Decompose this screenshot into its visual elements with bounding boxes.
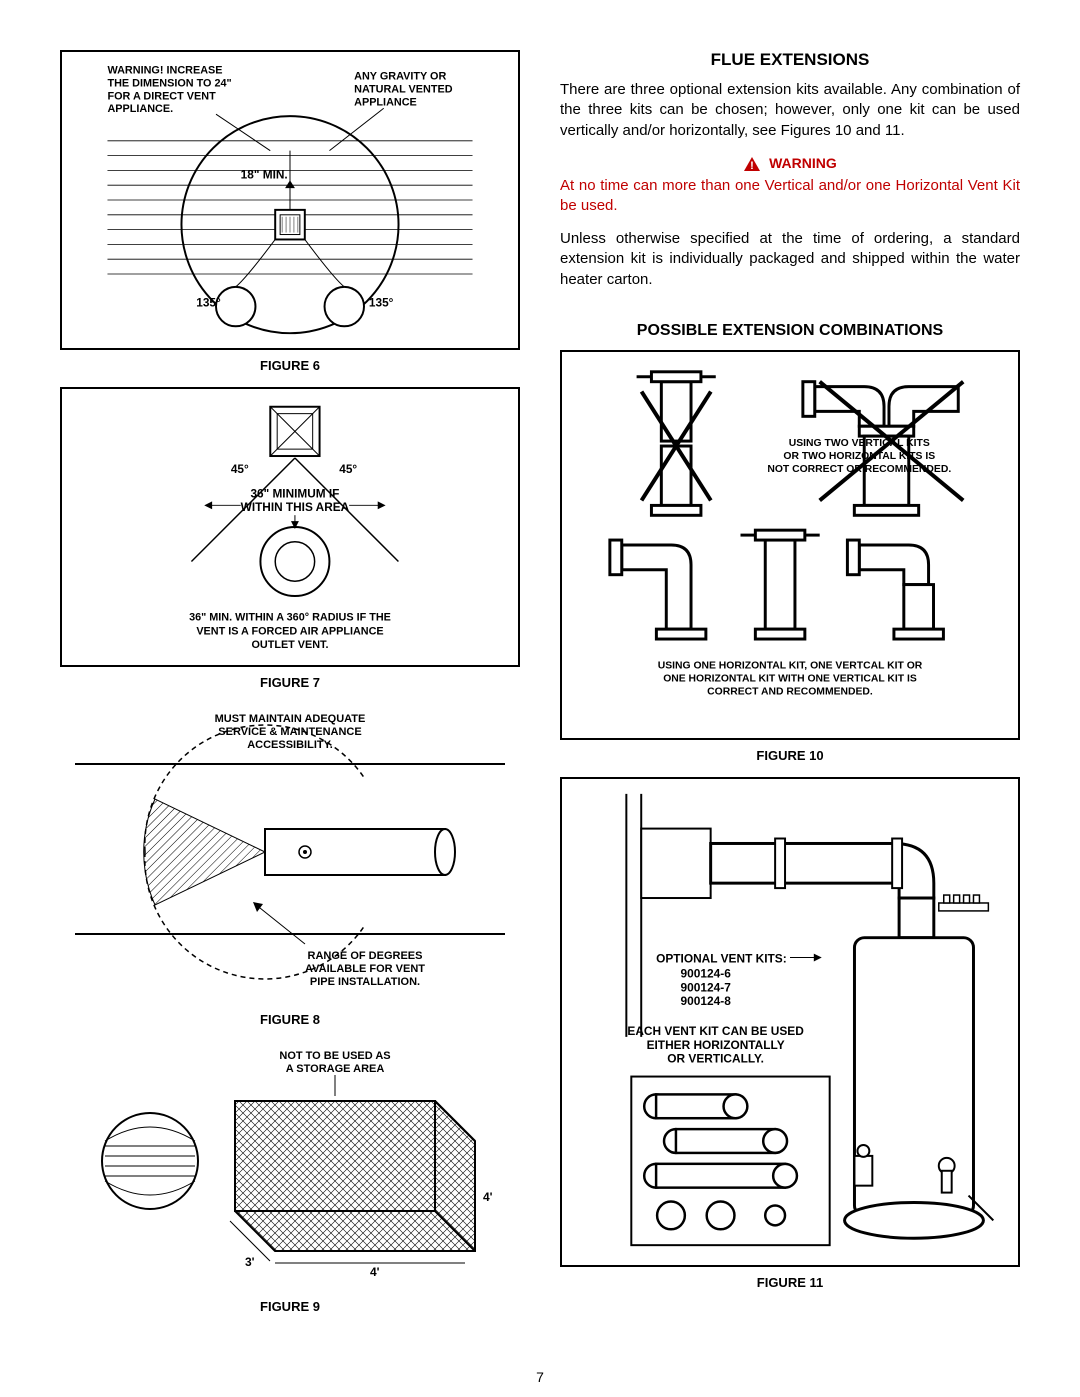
figure-10-caption: FIGURE 10: [560, 748, 1020, 763]
fig10-t2: OR TWO HORIZONTAL KITS IS: [783, 451, 935, 462]
fig6-warn-1: WARNING! INCREASE: [107, 65, 222, 77]
fig9-dl: 3': [245, 1255, 255, 1269]
fig8-t3: ACCESSIBILITY.: [247, 739, 333, 751]
fig10-b2: ONE HORIZONTAL KIT WITH ONE VERTICAL KIT…: [663, 673, 917, 684]
fig11-kits-label: OPTIONAL VENT KITS:: [656, 951, 787, 965]
figure-11-svg: OPTIONAL VENT KITS: 900124-6 900124-7 90…: [562, 779, 1018, 1265]
fig8-b1: RANGE OF DEGREES: [308, 950, 423, 962]
fig10-b3: CORRECT AND RECOMMENDED.: [707, 686, 873, 697]
fig8-t1: MUST MAINTAIN ADEQUATE: [215, 713, 366, 725]
fig6-other-3: APPLIANCE: [354, 96, 417, 108]
fig7-ang-r: 45°: [339, 462, 357, 476]
figure-8-box: MUST MAINTAIN ADEQUATE SERVICE & MAINTEN…: [60, 704, 520, 1004]
page-container: WARNING! INCREASE THE DIMENSION TO 24" F…: [60, 50, 1020, 1367]
fig9-t2: A STORAGE AREA: [286, 1063, 385, 1075]
fig6-ang-r: 135°: [369, 296, 394, 310]
figure-10-box: USING TWO VERTICAL KITS OR TWO HORIZONTA…: [560, 350, 1020, 740]
fig10-t3: NOT CORRECT OR RECOMMENDED.: [767, 464, 951, 475]
fig9-db: 4': [370, 1265, 380, 1279]
svg-text:!: !: [750, 160, 754, 172]
fig11-note-0: EACH VENT KIT CAN BE USED: [627, 1024, 804, 1038]
fig6-min: 18" MIN.: [241, 167, 288, 181]
page-number: 7: [536, 1369, 544, 1385]
figure-6-svg: WARNING! INCREASE THE DIMENSION TO 24" F…: [62, 52, 518, 348]
fig11-kit-2: 900124-8: [681, 994, 732, 1008]
figure-11-caption: FIGURE 11: [560, 1275, 1020, 1290]
warning-text: WARNING: [769, 155, 837, 171]
fig7-b3: OUTLET VENT.: [251, 639, 328, 651]
fig11-note-1: EITHER HORIZONTALLY: [647, 1038, 785, 1052]
figure-7-caption: FIGURE 7: [60, 675, 520, 690]
fig7-c2: WITHIN THIS AREA: [241, 500, 350, 514]
figure-6-caption: FIGURE 6: [60, 358, 520, 373]
possible-extension-heading: POSSIBLE EXTENSION COMBINATIONS: [560, 322, 1020, 340]
figure-10-svg: USING TWO VERTICAL KITS OR TWO HORIZONTA…: [562, 352, 1018, 738]
flue-para-1: There are three optional extension kits …: [560, 80, 1020, 141]
figure-7-box: 45° 45° 36" MINIMUM IF WITHIN THIS AREA …: [60, 387, 520, 667]
fig10-t1: USING TWO VERTICAL KITS: [789, 438, 930, 449]
fig6-warn-3: FOR A DIRECT VENT: [107, 90, 216, 102]
warning-label: ! WARNING: [560, 155, 1020, 172]
fig9-dr: 4': [483, 1190, 493, 1204]
fig11-kit-0: 900124-6: [681, 966, 732, 980]
fig6-ang-l: 135°: [196, 296, 221, 310]
figure-6-box: WARNING! INCREASE THE DIMENSION TO 24" F…: [60, 50, 520, 350]
fig6-other-1: ANY GRAVITY OR: [354, 71, 446, 83]
warning-body: At no time can more than one Vertical an…: [560, 176, 1020, 215]
fig8-b3: PIPE INSTALLATION.: [310, 976, 420, 988]
figure-9-caption: FIGURE 9: [60, 1299, 520, 1314]
fig11-kit-1: 900124-7: [681, 980, 732, 994]
flue-extensions-heading: FLUE EXTENSIONS: [560, 50, 1020, 70]
left-column: WARNING! INCREASE THE DIMENSION TO 24" F…: [60, 50, 520, 1367]
fig6-warn-2: THE DIMENSION TO 24": [107, 78, 231, 90]
figure-8-caption: FIGURE 8: [60, 1012, 520, 1027]
fig7-b2: VENT IS A FORCED AIR APPLIANCE: [196, 625, 383, 637]
fig7-b1: 36" MIN. WITHIN A 360° RADIUS IF THE: [189, 612, 391, 624]
fig7-ang-l: 45°: [231, 462, 249, 476]
fig7-c1: 36" MINIMUM IF: [250, 486, 339, 500]
figure-8-svg: MUST MAINTAIN ADEQUATE SERVICE & MAINTEN…: [60, 704, 520, 1004]
right-column: FLUE EXTENSIONS There are three optional…: [560, 50, 1020, 1367]
fig9-t1: NOT TO BE USED AS: [279, 1050, 390, 1062]
fig8-b2: AVAILABLE FOR VENT: [305, 963, 425, 975]
warning-triangle-icon: !: [743, 156, 761, 172]
fig10-b1: USING ONE HORIZONTAL KIT, ONE VERTCAL KI…: [658, 661, 923, 672]
fig6-other-2: NATURAL VENTED: [354, 83, 453, 95]
fig11-note-2: OR VERTICALLY.: [667, 1051, 764, 1065]
figure-9-box: NOT TO BE USED AS A STORAGE AREA: [60, 1041, 520, 1291]
figure-9-svg: NOT TO BE USED AS A STORAGE AREA: [60, 1041, 520, 1291]
flue-para-2: Unless otherwise specified at the time o…: [560, 229, 1020, 290]
fig6-warn-4: APPLIANCE.: [107, 103, 173, 115]
figure-11-box: OPTIONAL VENT KITS: 900124-6 900124-7 90…: [560, 777, 1020, 1267]
figure-7-svg: 45° 45° 36" MINIMUM IF WITHIN THIS AREA …: [62, 389, 518, 665]
